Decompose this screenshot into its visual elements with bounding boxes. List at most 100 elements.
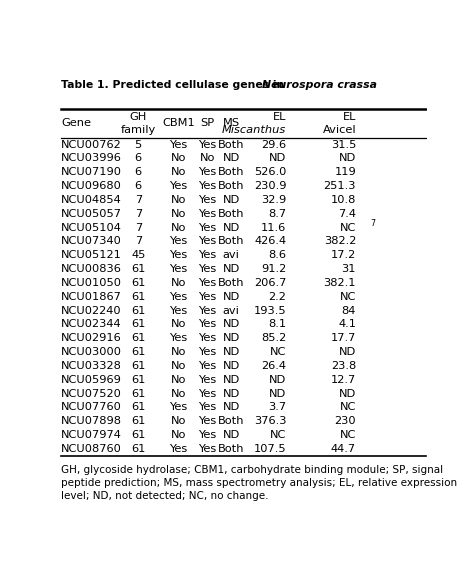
Text: ND: ND — [223, 347, 240, 357]
Text: Yes: Yes — [170, 250, 188, 260]
Text: Neurospora crassa: Neurospora crassa — [263, 80, 377, 90]
Text: 61: 61 — [131, 319, 146, 329]
Text: GH: GH — [129, 112, 147, 122]
Text: 7: 7 — [135, 222, 142, 233]
Text: 23.8: 23.8 — [331, 361, 356, 371]
Text: 382.2: 382.2 — [324, 237, 356, 246]
Text: 17.2: 17.2 — [331, 250, 356, 260]
Text: Yes: Yes — [198, 140, 217, 149]
Text: NC: NC — [340, 430, 356, 440]
Text: Yes: Yes — [198, 319, 217, 329]
Text: 61: 61 — [131, 278, 146, 288]
Text: Both: Both — [218, 444, 245, 454]
Text: ND: ND — [223, 375, 240, 385]
Text: ND: ND — [223, 195, 240, 205]
Text: 6: 6 — [135, 167, 142, 177]
Text: NC: NC — [270, 347, 286, 357]
Text: 382.1: 382.1 — [324, 278, 356, 288]
Text: Both: Both — [218, 237, 245, 246]
Text: ND: ND — [223, 430, 240, 440]
Text: Avicel: Avicel — [322, 125, 356, 135]
Text: NC: NC — [340, 291, 356, 302]
Text: 61: 61 — [131, 361, 146, 371]
Text: 61: 61 — [131, 375, 146, 385]
Text: NCU09680: NCU09680 — [61, 181, 122, 191]
Text: NCU07760: NCU07760 — [61, 402, 122, 413]
Text: 61: 61 — [131, 291, 146, 302]
Text: Both: Both — [218, 278, 245, 288]
Text: Yes: Yes — [198, 306, 217, 316]
Text: ND: ND — [269, 153, 286, 164]
Text: avi: avi — [223, 306, 240, 316]
Text: 32.9: 32.9 — [261, 195, 286, 205]
Text: Table 1. Predicted cellulase genes in: Table 1. Predicted cellulase genes in — [61, 80, 288, 90]
Text: Yes: Yes — [198, 278, 217, 288]
Text: 12.7: 12.7 — [331, 375, 356, 385]
Text: No: No — [171, 375, 186, 385]
Text: Miscanthus: Miscanthus — [222, 125, 286, 135]
Text: 84: 84 — [342, 306, 356, 316]
Text: EL: EL — [273, 112, 286, 122]
Text: Yes: Yes — [198, 195, 217, 205]
Text: 26.4: 26.4 — [261, 361, 286, 371]
Text: 2.2: 2.2 — [268, 291, 286, 302]
Text: No: No — [171, 388, 186, 398]
Text: Yes: Yes — [170, 333, 188, 343]
Text: NCU05969: NCU05969 — [61, 375, 122, 385]
Text: NCU03996: NCU03996 — [61, 153, 122, 164]
Text: Yes: Yes — [198, 250, 217, 260]
Text: 11.6: 11.6 — [261, 222, 286, 233]
Text: 6: 6 — [135, 153, 142, 164]
Text: 230: 230 — [335, 416, 356, 426]
Text: 17.7: 17.7 — [331, 333, 356, 343]
Text: 8.1: 8.1 — [268, 319, 286, 329]
Text: Both: Both — [218, 416, 245, 426]
Text: 8.6: 8.6 — [268, 250, 286, 260]
Text: 45: 45 — [131, 250, 146, 260]
Text: 8.7: 8.7 — [268, 209, 286, 218]
Text: No: No — [171, 361, 186, 371]
Text: Yes: Yes — [198, 444, 217, 454]
Text: Yes: Yes — [198, 361, 217, 371]
Text: 7: 7 — [370, 219, 375, 228]
Text: 61: 61 — [131, 347, 146, 357]
Text: ND: ND — [339, 153, 356, 164]
Text: Yes: Yes — [170, 140, 188, 149]
Text: Yes: Yes — [198, 291, 217, 302]
Text: Gene: Gene — [61, 118, 91, 128]
Text: Yes: Yes — [170, 306, 188, 316]
Text: 10.8: 10.8 — [331, 195, 356, 205]
Text: Both: Both — [218, 181, 245, 191]
Text: avi: avi — [223, 250, 240, 260]
Text: 376.3: 376.3 — [254, 416, 286, 426]
Text: family: family — [120, 125, 156, 135]
Text: 61: 61 — [131, 430, 146, 440]
Text: No: No — [171, 347, 186, 357]
Text: Yes: Yes — [170, 181, 188, 191]
Text: 193.5: 193.5 — [254, 306, 286, 316]
Text: ND: ND — [223, 388, 240, 398]
Text: 61: 61 — [131, 388, 146, 398]
Text: No: No — [171, 153, 186, 164]
Text: Yes: Yes — [170, 402, 188, 413]
Text: Yes: Yes — [198, 264, 217, 274]
Text: Yes: Yes — [170, 291, 188, 302]
Text: NCU01050: NCU01050 — [61, 278, 122, 288]
Text: Yes: Yes — [198, 209, 217, 218]
Text: 7.4: 7.4 — [338, 209, 356, 218]
Text: NCU03000: NCU03000 — [61, 347, 122, 357]
Text: 31: 31 — [342, 264, 356, 274]
Text: No: No — [171, 209, 186, 218]
Text: 31.5: 31.5 — [331, 140, 356, 149]
Text: 7: 7 — [135, 237, 142, 246]
Text: NCU07340: NCU07340 — [61, 237, 122, 246]
Text: Yes: Yes — [198, 167, 217, 177]
Text: 61: 61 — [131, 333, 146, 343]
Text: 85.2: 85.2 — [261, 333, 286, 343]
Text: 61: 61 — [131, 416, 146, 426]
Text: No: No — [171, 222, 186, 233]
Text: ND: ND — [223, 291, 240, 302]
Text: ND: ND — [269, 375, 286, 385]
Text: 7: 7 — [135, 209, 142, 218]
Text: NCU07898: NCU07898 — [61, 416, 122, 426]
